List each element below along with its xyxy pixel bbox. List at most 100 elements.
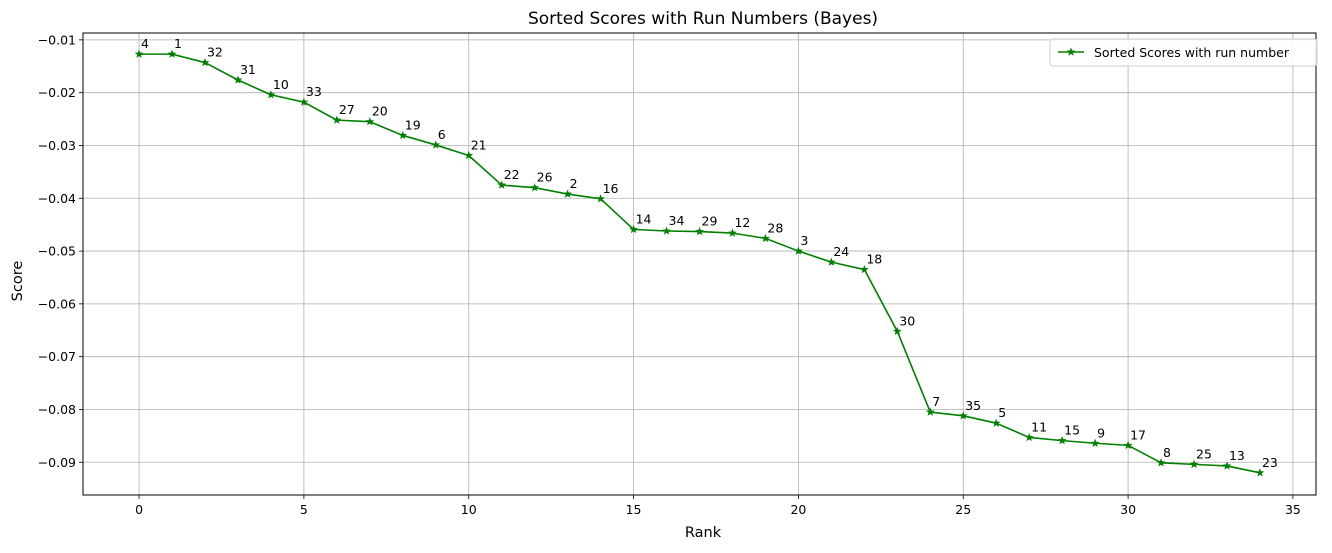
y-tick-label: −0.04 bbox=[38, 191, 76, 206]
data-point bbox=[761, 233, 770, 243]
data-point bbox=[299, 97, 309, 106]
data-label: 34 bbox=[669, 213, 685, 228]
data-point bbox=[1057, 436, 1067, 445]
data-point bbox=[398, 130, 408, 140]
data-point bbox=[695, 226, 704, 236]
data-point bbox=[1156, 458, 1166, 467]
data-point bbox=[233, 75, 243, 84]
data-label: 26 bbox=[537, 170, 553, 185]
x-tick-label: 10 bbox=[461, 502, 477, 517]
data-label: 31 bbox=[240, 62, 256, 77]
data-point bbox=[497, 180, 507, 189]
y-tick-label: −0.07 bbox=[38, 349, 76, 364]
data-point bbox=[365, 117, 375, 126]
data-label: 13 bbox=[1229, 448, 1245, 463]
data-point bbox=[794, 246, 803, 255]
data-label: 8 bbox=[1163, 445, 1171, 460]
data-point bbox=[1189, 459, 1199, 469]
data-label: 3 bbox=[800, 233, 808, 248]
data-label: 14 bbox=[636, 211, 652, 226]
data-label: 11 bbox=[1031, 419, 1047, 434]
legend-box bbox=[1049, 38, 1318, 67]
data-label: 9 bbox=[1097, 425, 1105, 440]
data-label: 4 bbox=[141, 36, 149, 51]
x-tick-label: 15 bbox=[626, 502, 642, 517]
data-point bbox=[629, 224, 638, 234]
data-label: 12 bbox=[734, 215, 750, 230]
x-tick-label: 5 bbox=[300, 502, 308, 517]
data-label: 10 bbox=[273, 77, 289, 92]
plot-frame bbox=[82, 32, 1317, 496]
data-point bbox=[1255, 468, 1265, 477]
data-point bbox=[925, 407, 935, 416]
data-point bbox=[596, 194, 605, 203]
grid bbox=[83, 33, 1316, 495]
x-tick-label: 0 bbox=[135, 502, 143, 517]
data-point bbox=[134, 49, 144, 58]
data-point bbox=[563, 189, 572, 198]
data-point bbox=[662, 226, 671, 235]
data-point bbox=[1090, 438, 1100, 447]
x-axis-label: Rank bbox=[685, 525, 722, 541]
data-label: 23 bbox=[1262, 455, 1278, 470]
data-label: 19 bbox=[405, 117, 421, 132]
x-tick-label: 35 bbox=[1285, 502, 1301, 517]
data-label: 20 bbox=[372, 104, 388, 119]
y-tick-label: −0.02 bbox=[38, 85, 76, 100]
data-label: 24 bbox=[833, 244, 849, 259]
data-point bbox=[1123, 440, 1133, 450]
data-point bbox=[958, 411, 968, 420]
x-axis-ticks: 0 5 10 15 20 25 30 35 bbox=[135, 495, 1301, 517]
data-point bbox=[200, 57, 210, 67]
data-label: 2 bbox=[570, 176, 578, 191]
data-point bbox=[1222, 461, 1232, 470]
data-point bbox=[728, 228, 737, 237]
data-label: 29 bbox=[702, 214, 718, 229]
data-label: 5 bbox=[998, 405, 1006, 420]
data-label: 16 bbox=[603, 181, 619, 196]
data-label: 33 bbox=[306, 84, 322, 99]
data-label: 22 bbox=[504, 167, 520, 182]
data-label: 35 bbox=[965, 398, 981, 413]
x-tick-label: 20 bbox=[790, 502, 806, 517]
y-tick-label: −0.01 bbox=[38, 32, 76, 47]
data-label: 30 bbox=[899, 313, 915, 328]
legend: Sorted Scores with run number bbox=[1049, 38, 1318, 67]
data-point bbox=[530, 183, 540, 192]
data-label: 27 bbox=[339, 102, 355, 117]
data-label: 21 bbox=[471, 137, 487, 152]
y-tick-label: −0.05 bbox=[38, 244, 76, 259]
data-label: 32 bbox=[207, 45, 223, 60]
data-label: 28 bbox=[767, 220, 783, 235]
x-tick-label: 25 bbox=[955, 502, 971, 517]
data-label: 17 bbox=[1130, 427, 1146, 442]
data-point bbox=[991, 418, 1001, 427]
data-point bbox=[1024, 432, 1034, 442]
data-label: 15 bbox=[1064, 423, 1080, 438]
data-point bbox=[332, 115, 342, 124]
data-point bbox=[464, 150, 474, 160]
legend-label: Sorted Scores with run number bbox=[1094, 45, 1290, 60]
data-point bbox=[859, 264, 869, 274]
data-label: 25 bbox=[1196, 446, 1212, 461]
y-tick-label: −0.03 bbox=[38, 138, 76, 153]
chart-title: Sorted Scores with Run Numbers (Bayes) bbox=[528, 9, 878, 29]
data-point bbox=[827, 257, 836, 266]
data-label: 1 bbox=[174, 36, 182, 51]
data-point bbox=[266, 90, 276, 99]
y-axis-ticks: −0.01 −0.02 −0.03 −0.04 −0.05 −0.06 −0.07 −0.08… bbox=[38, 32, 83, 470]
x-tick-label: 30 bbox=[1120, 502, 1136, 517]
data-label: 6 bbox=[438, 127, 446, 142]
legend-marker bbox=[1066, 47, 1076, 56]
data-point bbox=[167, 49, 177, 58]
y-tick-label: −0.08 bbox=[38, 402, 76, 417]
y-axis-label: Score bbox=[10, 261, 26, 302]
data-label: 7 bbox=[932, 394, 940, 409]
y-tick-label: −0.09 bbox=[38, 455, 76, 470]
data-point bbox=[431, 140, 441, 149]
data-label: 18 bbox=[866, 252, 882, 267]
data-point bbox=[892, 326, 902, 336]
